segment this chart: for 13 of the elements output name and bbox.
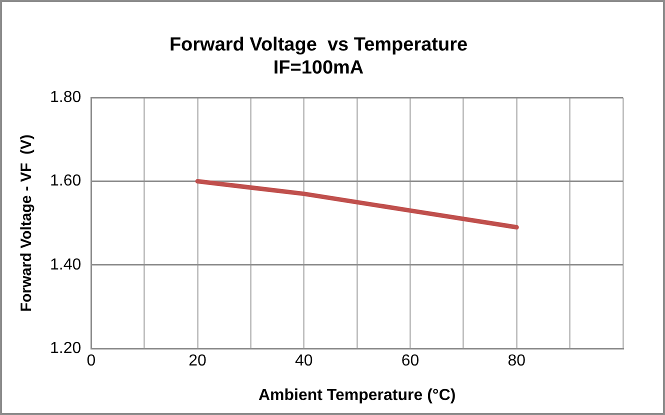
x-axis-title: Ambient Temperature (°C)	[258, 386, 456, 404]
x-tick-label: 20	[188, 352, 207, 370]
y-tick-label: 1.60	[50, 172, 82, 190]
x-tick-label: 60	[401, 352, 420, 370]
chart-subtitle: IF=100mA	[273, 57, 364, 78]
y-tick-label: 1.20	[50, 340, 82, 358]
x-tick-label: 0	[86, 352, 96, 370]
x-tick-label: 80	[508, 352, 526, 370]
y-axis-title: Forward Voltage - VF (V)	[18, 134, 36, 312]
chart-title: Forward Voltage vs Temperature	[169, 34, 468, 56]
y-tick-label: 1.80	[50, 89, 82, 106]
x-tick-label: 40	[294, 352, 313, 370]
y-tick-label: 1.40	[50, 256, 82, 274]
